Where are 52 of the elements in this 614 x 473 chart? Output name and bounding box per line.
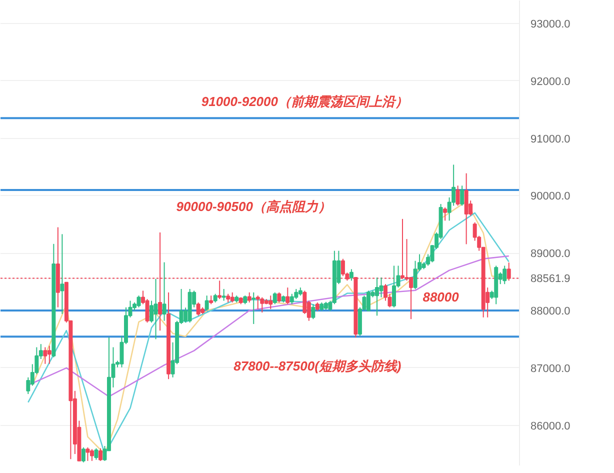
y-tick-label: 92000.0 bbox=[530, 76, 570, 88]
candlestick bbox=[311, 304, 316, 320]
candlestick bbox=[290, 293, 294, 305]
candlestick bbox=[94, 448, 98, 460]
candlestick bbox=[443, 206, 448, 222]
candlestick bbox=[464, 172, 468, 245]
ref-line-label: 88561.9 bbox=[530, 273, 570, 286]
ref-line-label: 90000-90500（高点阻力） bbox=[176, 198, 331, 214]
candlestick bbox=[230, 292, 234, 303]
candlestick bbox=[81, 446, 86, 463]
candlestick bbox=[456, 185, 460, 206]
candlestick bbox=[366, 290, 370, 312]
candlestick bbox=[43, 346, 48, 364]
ref-line-label: 91000-92000（前期震荡区间上沿） bbox=[201, 94, 408, 110]
candlestick bbox=[256, 295, 260, 310]
candlestick bbox=[154, 278, 158, 340]
candlestick bbox=[98, 448, 102, 462]
candlestick bbox=[145, 298, 150, 324]
candlestick bbox=[150, 300, 154, 324]
ref-line-label: 87800--87500(短期多头防线) bbox=[234, 358, 402, 374]
y-tick-label: 88000.0 bbox=[530, 306, 570, 318]
y-tick-label: 87000.0 bbox=[530, 362, 570, 375]
candlestick bbox=[247, 292, 252, 303]
y-tick-label: 89000.0 bbox=[530, 248, 570, 260]
candlestick bbox=[349, 268, 354, 282]
candlestick bbox=[392, 265, 396, 308]
candlestick bbox=[502, 265, 507, 285]
candlestick bbox=[162, 262, 166, 322]
candlestick bbox=[60, 234, 64, 314]
candlestick bbox=[86, 446, 90, 462]
y-tick-label: 86000.0 bbox=[530, 420, 570, 432]
candlestick bbox=[90, 448, 94, 462]
candlestick bbox=[268, 295, 273, 310]
candlestick bbox=[222, 288, 226, 302]
candlestick bbox=[302, 290, 307, 314]
line-series bbox=[28, 255, 510, 398]
candlestick bbox=[218, 280, 222, 300]
candlestick bbox=[294, 288, 298, 300]
candlestick bbox=[460, 185, 464, 206]
ref-line-label: 88000 bbox=[422, 290, 460, 304]
candlestick bbox=[252, 292, 256, 324]
y-tick-label: 91000.0 bbox=[530, 133, 570, 146]
candlestick bbox=[277, 292, 282, 303]
candlestick bbox=[196, 302, 200, 316]
candlestick bbox=[272, 292, 277, 305]
y-tick-label: 90000.0 bbox=[530, 190, 570, 203]
candlestick bbox=[286, 287, 290, 305]
candlestick bbox=[260, 296, 264, 314]
y-tick-label: 93000.0 bbox=[530, 18, 570, 30]
candlestick bbox=[340, 258, 345, 277]
candlestick bbox=[47, 345, 52, 364]
candlestick bbox=[204, 295, 209, 312]
